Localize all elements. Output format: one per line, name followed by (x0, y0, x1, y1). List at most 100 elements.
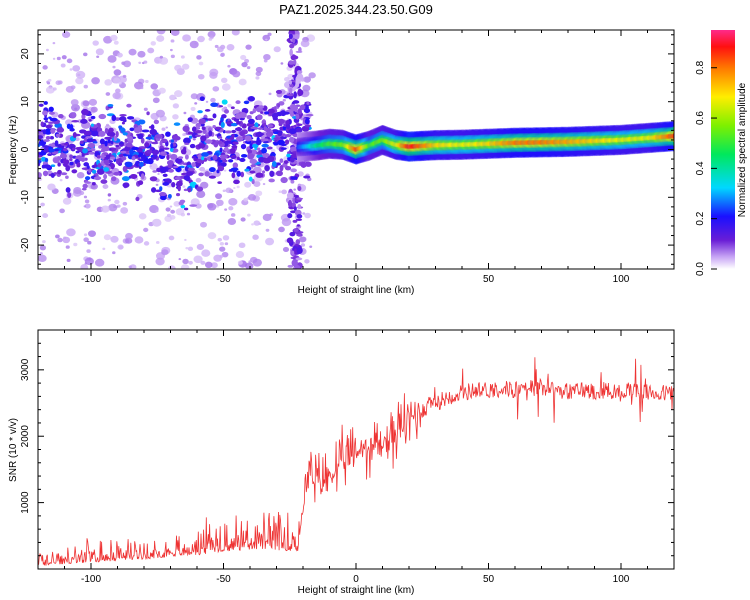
heatmap-noise-cell (268, 92, 272, 96)
heatmap-noise-cell (83, 138, 88, 143)
heatmap-noise-cell (162, 147, 170, 150)
heatmap-noise-cell (121, 156, 127, 161)
heatmap-noise-cell (172, 114, 179, 120)
heatmap-noise-cell (296, 224, 300, 227)
heatmap-noise-cell (193, 255, 203, 264)
heatmap-noise-cell (155, 240, 160, 244)
heatmap-noise-cell (289, 87, 293, 94)
heatmap-noise-cell (87, 230, 96, 237)
heatmap-noise-cell (150, 83, 159, 90)
heatmap-noise-cell (50, 128, 56, 134)
heatmap-noise-cell (62, 31, 71, 39)
heatmap-noise-cell (143, 227, 149, 233)
heatmap-noise-cell (196, 190, 206, 199)
heatmap-noise-cell (155, 209, 159, 213)
heatmap-noise-cell (98, 113, 107, 120)
heatmap-noise-cell (159, 192, 167, 197)
heatmap-noise-cell (150, 41, 157, 46)
heatmap-noise-cell (38, 135, 44, 140)
heatmap-noise-cell (240, 143, 247, 150)
heatmap-noise-cell (94, 258, 105, 267)
heatmap-noise-cell (231, 172, 236, 179)
heatmap-noise-cell (75, 146, 81, 150)
heatmap-noise-cell (42, 145, 50, 148)
heatmap-noise-cell (149, 165, 152, 168)
heatmap-noise-cell (111, 114, 117, 122)
heatmap-noise-cell (290, 179, 295, 184)
heatmap-noise-cell (44, 157, 49, 163)
heatmap-noise-cell (38, 172, 42, 178)
heatmap-noise-cell (264, 111, 270, 115)
heatmap-noise-cell (260, 111, 264, 114)
heatmap-noise-cell (278, 226, 285, 233)
heatmap-noise-cell (168, 235, 175, 241)
heatmap-noise-cell (194, 129, 203, 134)
heatmap-noise-cell (270, 152, 276, 157)
heatmap-noise-cell (267, 32, 272, 37)
heatmap-noise-cell (187, 131, 194, 135)
heatmap-noise-cell (231, 145, 238, 149)
heatmap-noise-cell (62, 159, 70, 165)
heatmap-noise-cell (176, 192, 181, 197)
heatmap-noise-cell (234, 113, 242, 119)
heatmap-noise-cell (309, 245, 313, 248)
heatmap-noise-cell (213, 254, 222, 262)
heatmap-noise-cell (125, 142, 133, 148)
heatmap-noise-cell (241, 62, 248, 68)
colorbar: 0.0 0.2 0.4 0.6 0.8 Normalized spectral ampl… (695, 30, 748, 276)
heatmap-noise-cell (236, 120, 241, 125)
heatmap-noise-cell (105, 92, 111, 96)
heatmap-noise-cell (79, 140, 84, 145)
heatmap-noise-cell (178, 156, 184, 159)
heatmap-noise-cell (173, 135, 181, 141)
heatmap-noise-cell (120, 207, 129, 214)
heatmap-noise-cell (271, 161, 277, 168)
heatmap-noise-cell (262, 140, 269, 144)
heatmap-noise-cell (250, 126, 258, 130)
heatmap-noise-cell (183, 137, 191, 144)
heatmap-noise-cell (194, 42, 197, 45)
heatmap-noise-cell (169, 215, 176, 220)
heatmap-noise-cell (45, 124, 53, 129)
heatmap-noise-cell (104, 79, 113, 86)
heatmap-noise-cell (152, 149, 160, 156)
heatmap-noise-cell (160, 151, 166, 155)
heatmap-noise-cell (195, 177, 202, 183)
heatmap-noise-cell (247, 118, 255, 125)
heatmap-noise-cell (38, 159, 42, 164)
heatmap-noise-cell (209, 71, 218, 79)
x-tick-label: 50 (483, 574, 495, 585)
x-tick-label: 0 (353, 574, 359, 585)
heatmap-noise-cell (80, 118, 88, 124)
heatmap-noise-cell (103, 167, 110, 172)
heatmap-noise-cell (168, 168, 174, 173)
heatmap-noise-cell (284, 133, 292, 138)
heatmap-noise-cell (296, 247, 303, 255)
heatmap-noise-cell (231, 133, 235, 138)
heatmap-noise-cell (217, 165, 225, 172)
colorbar-tick-label: 0.8 (695, 60, 706, 74)
heatmap-noise-cell (170, 39, 175, 43)
heatmap-noise-cell (170, 142, 174, 149)
heatmap-noise-cell (303, 76, 311, 83)
heatmap-noise-cell (227, 103, 232, 108)
heatmap-noise-cell (261, 143, 269, 148)
y-tick-label: -20 (20, 237, 31, 252)
heatmap-noise-cell (154, 134, 163, 139)
heatmap-noise-cell (295, 239, 301, 245)
heatmap-noise-cell (152, 170, 158, 173)
heatmap-noise-cell (54, 122, 62, 128)
heatmap-noise-cell (221, 114, 227, 119)
heatmap-noise-cell (295, 218, 303, 221)
heatmap-noise-cell (286, 153, 291, 158)
heatmap-noise-cell (183, 146, 187, 152)
heatmap-noise-cell (201, 126, 206, 131)
heatmap-noise-cell (263, 53, 271, 61)
heatmap-noise-cell (300, 39, 310, 48)
heatmap-noise-cell (244, 181, 252, 188)
heatmap-noise-cell (229, 136, 235, 140)
heatmap-noise-cell (107, 193, 112, 197)
heatmap-noise-cell (43, 101, 48, 105)
heatmap-noise-cell (127, 116, 135, 120)
heatmap-noise-cell (173, 122, 181, 126)
